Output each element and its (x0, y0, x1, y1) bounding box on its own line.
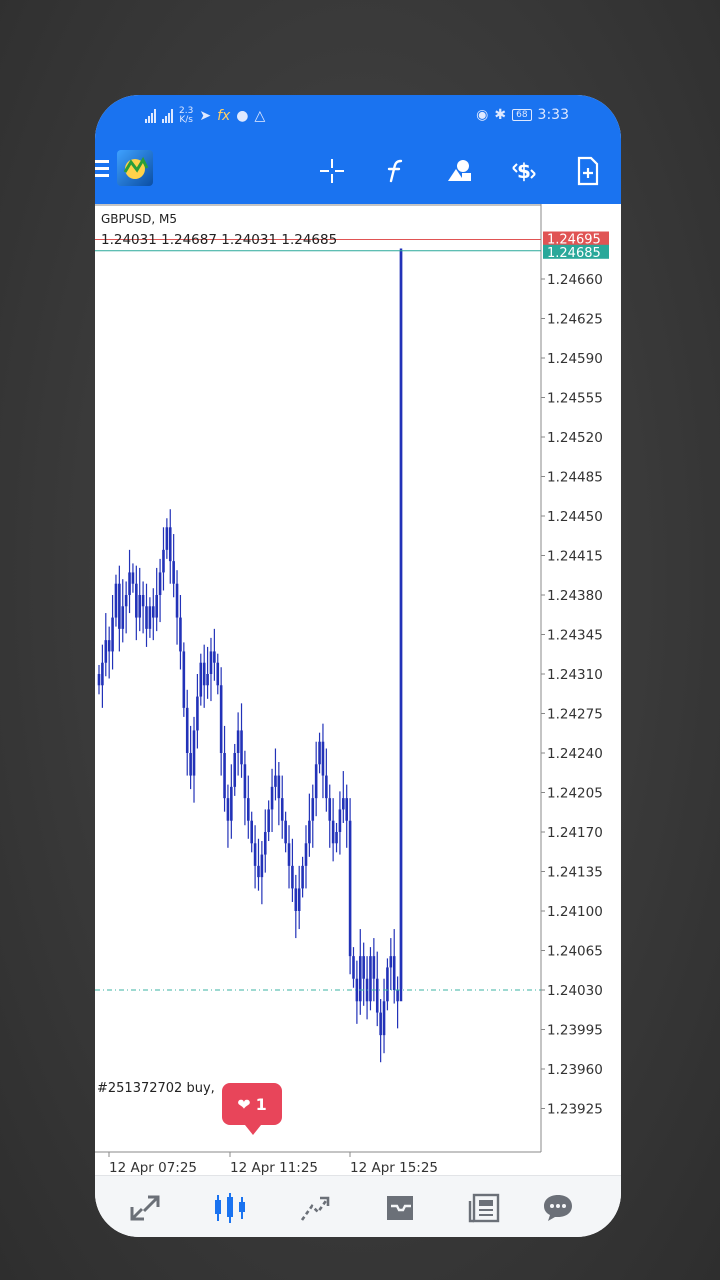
metatrader-logo-icon[interactable] (117, 150, 153, 186)
price-tick-label: 1.24100 (547, 904, 603, 920)
price-tick-label: 1.24135 (547, 865, 603, 881)
price-tick-label: 1.24380 (547, 588, 603, 604)
indicators-f-icon[interactable] (379, 155, 411, 187)
clock: 3:33 (537, 107, 569, 123)
price-tick-label: 1.24170 (547, 825, 603, 841)
time-tick-label: 12 Apr 07:25 (109, 1160, 197, 1176)
price-tick-label: 1.24345 (547, 628, 603, 644)
price-tick-label: 1.24485 (547, 470, 603, 486)
like-count: 1 (255, 1094, 267, 1114)
chart-icon[interactable] (212, 1190, 248, 1226)
net-speed: 2.3 K/s (179, 106, 194, 125)
bid-price-label: 1.24685 (547, 246, 601, 261)
battery-icon: 68 (512, 109, 532, 121)
price-chart[interactable]: 1.24695 1.24685 1.24660 1.24625 1.24590 1.24… (95, 204, 621, 1184)
price-tick-label: 1.23925 (547, 1102, 603, 1118)
ask-price-tag (543, 231, 609, 246)
objects-icon[interactable] (443, 155, 475, 187)
ask-price-label: 1.24695 (547, 233, 601, 248)
trade-dollar-icon[interactable]: $ (508, 155, 540, 187)
price-tick-label: 1.23995 (547, 1023, 603, 1039)
ohlc-values: 1.24031 1.24687 1.24031 1.24685 (101, 232, 338, 248)
order-label[interactable]: #251372702 buy, (97, 1081, 215, 1096)
price-tick-label: 1.24520 (547, 430, 603, 446)
history-icon[interactable] (382, 1190, 418, 1226)
warning-icon: △ (254, 108, 266, 124)
candles-group (97, 248, 403, 1063)
chart-symbol: GBPUSD, M5 (101, 212, 178, 226)
new-chart-icon[interactable] (572, 155, 604, 187)
price-tick-label: 1.24590 (547, 351, 603, 367)
signal-icon (145, 109, 156, 123)
price-tick-label: 1.24275 (547, 707, 603, 723)
price-tick-label: 1.23960 (547, 1062, 603, 1078)
bid-price-tag (543, 244, 609, 259)
price-tick-label: 1.24065 (547, 944, 603, 960)
svg-text:$: $ (517, 159, 531, 183)
time-tick-label: 12 Apr 15:25 (350, 1160, 438, 1176)
crosshair-icon[interactable] (316, 155, 348, 187)
menu-icon[interactable] (95, 160, 109, 180)
toolbar: $ (95, 140, 621, 204)
trade-icon[interactable] (297, 1190, 333, 1226)
price-tick-label: 1.24415 (547, 549, 603, 565)
price-tick-label: 1.24310 (547, 667, 603, 683)
price-tick-label: 1.24660 (547, 272, 603, 288)
eye-icon: ◉ (476, 107, 489, 123)
price-tick-label: 1.24625 (547, 312, 603, 328)
price-tick-label: 1.24555 (547, 391, 603, 407)
price-tick-label: 1.24205 (547, 786, 603, 802)
price-tick-label: 1.24240 (547, 746, 603, 762)
quotes-icon[interactable] (127, 1190, 163, 1226)
time-tick-label: 12 Apr 11:25 (230, 1160, 318, 1176)
time-axis-labels: 12 Apr 07:25 12 Apr 11:25 12 Apr 15:25 (108, 1152, 438, 1176)
forex-app-icon: fx (217, 108, 231, 124)
status-bar: 2.3 K/s ➤ fx ● △ ◉ ✱ 68 3:33 (95, 95, 621, 140)
telegram-icon: ➤ (199, 108, 212, 124)
phone-screen: 2.3 K/s ➤ fx ● △ ◉ ✱ 68 3:33 $ (95, 95, 621, 1237)
news-icon[interactable] (467, 1190, 503, 1226)
car-icon: ● (236, 108, 249, 124)
heart-icon: ❤ (237, 1094, 251, 1114)
price-axis-labels: 1.24660 1.24625 1.24590 1.24555 1.24520 1.244… (541, 272, 603, 1118)
price-tick-label: 1.24450 (547, 509, 603, 525)
price-tick-label: 1.24030 (547, 983, 603, 999)
bluetooth-icon: ✱ (494, 107, 507, 123)
chat-icon[interactable] (540, 1190, 576, 1226)
like-badge[interactable]: ❤ 1 (222, 1083, 282, 1135)
signal-icon (162, 109, 173, 123)
bottom-nav (95, 1175, 621, 1237)
